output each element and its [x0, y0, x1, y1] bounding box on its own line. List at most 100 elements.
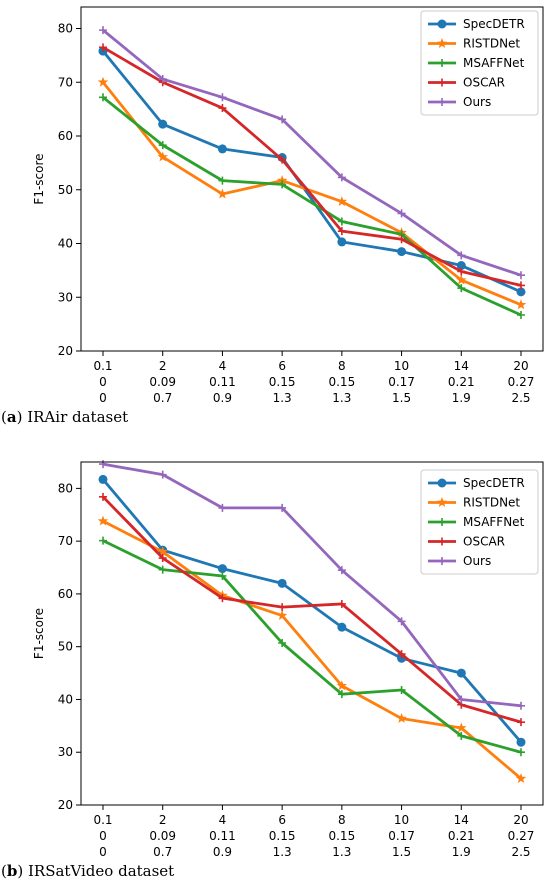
legend-label: MSAFFNet: [463, 515, 525, 529]
y-axis-label: F1-score: [32, 608, 46, 659]
x-tick-label: 0.1: [93, 813, 112, 827]
x-tick-label: 0.21: [448, 375, 475, 389]
data-point-specdetr: [456, 668, 466, 678]
data-point-specdetr: [456, 261, 466, 271]
data-point-ours: [158, 75, 167, 84]
legend-label: OSCAR: [463, 535, 505, 549]
data-point-ristdnet: [97, 515, 109, 526]
data-point-specdetr: [337, 237, 347, 247]
data-point-specdetr: [337, 622, 347, 632]
y-tick-label: 20: [58, 344, 73, 358]
legend-marker: [438, 78, 446, 87]
x-tick-label: 6: [278, 359, 286, 373]
legend-marker: [437, 19, 447, 29]
data-point-msaffnet: [457, 731, 466, 740]
x-tick-label: 0.21: [448, 829, 475, 843]
y-tick-label: 80: [58, 22, 73, 36]
data-point-ours: [457, 251, 466, 260]
x-tick-label: 2: [159, 359, 167, 373]
legend-label: RISTDNet: [463, 496, 520, 510]
data-point-ours: [397, 209, 406, 218]
x-tick-label: 8: [338, 359, 346, 373]
legend-label: OSCAR: [463, 76, 505, 90]
data-point-ours: [218, 93, 227, 102]
x-tick-label: 0.27: [508, 829, 535, 843]
series-line-msaffnet: [102, 96, 522, 317]
data-point-oscar: [517, 718, 525, 727]
data-point-ristdnet: [217, 188, 228, 199]
legend-marker: [438, 537, 446, 546]
x-tick-label: 0.11: [209, 375, 236, 389]
data-point-msaffnet: [278, 180, 287, 189]
x-tick-label: 1.3: [332, 845, 351, 859]
data-point-ours: [337, 566, 346, 575]
data-point-msaffnet: [517, 748, 525, 757]
data-point-ristdnet: [276, 175, 288, 186]
x-tick-label: 0.15: [328, 375, 355, 389]
x-tick-label: 20: [513, 359, 528, 373]
data-point-specdetr: [217, 564, 227, 574]
x-tick-label: 0.17: [388, 829, 415, 843]
data-point-msaffnet: [218, 571, 227, 580]
y-tick-label: 40: [58, 237, 73, 251]
x-tick-label: 0.11: [209, 829, 236, 843]
legend-label: SpecDETR: [463, 476, 525, 490]
chart-panel-a: 20 30 40 50 60 70 80 F1-score 0.1 0 0 2 0.09 0.7 4 0.11…: [1, 6, 544, 426]
x-tick-label: 0.7: [153, 391, 172, 405]
x-tick-label: 6: [278, 813, 286, 827]
legend-marker: [436, 38, 448, 48]
legend-label: SpecDETR: [463, 17, 525, 31]
data-point-specdetr: [397, 247, 407, 257]
data-point-ristdnet: [396, 712, 407, 723]
legend: SpecDETR RISTDNet MSAFFNet OSCAR Ours: [420, 10, 539, 116]
data-point-oscar: [99, 492, 107, 501]
x-tick-label: 0: [99, 845, 107, 859]
x-tick-label: 2: [159, 813, 167, 827]
data-point-msaffnet: [158, 141, 167, 150]
data-point-ristdnet: [336, 680, 348, 691]
x-tick-label: 10: [394, 813, 409, 827]
x-tick-label: 10: [394, 359, 409, 373]
data-point-ours: [99, 26, 107, 35]
x-tick-label: 0: [99, 391, 107, 405]
data-point-ours: [517, 271, 525, 280]
y-tick-label: 30: [58, 745, 73, 759]
data-point-msaffnet: [457, 284, 466, 293]
legend: SpecDETR RISTDNet MSAFFNet OSCAR Ours: [420, 469, 539, 575]
data-point-msaffnet: [278, 638, 287, 647]
x-tick-label: 1.5: [392, 391, 411, 405]
series-line-ours: [102, 462, 522, 708]
data-point-msaffnet: [337, 690, 346, 699]
x-tick-label: 0.1: [93, 359, 112, 373]
data-point-specdetr: [516, 737, 526, 747]
data-point-ristdnet: [515, 299, 527, 310]
data-point-msaffnet: [397, 685, 406, 694]
x-tick-label: 1.9: [452, 845, 471, 859]
series-line-oscar: [102, 46, 522, 287]
y-tick-label: 50: [58, 183, 73, 197]
figure-caption: (a) IRAir dataset: [1, 408, 128, 426]
series-line-ristdnet: [102, 519, 522, 780]
data-point-oscar: [158, 554, 167, 563]
data-point-msaffnet: [218, 176, 227, 185]
x-tick-label: 1.3: [273, 391, 292, 405]
y-tick-label: 60: [58, 129, 73, 143]
x-tick-label: 4: [219, 359, 227, 373]
x-tick-label: 2.5: [511, 391, 530, 405]
chart-panel-b: 20 30 40 50 60 70 80 F1-score 0.1 0 0 2 0.09 0.7 4 0.11…: [1, 460, 544, 880]
data-point-ours: [457, 695, 466, 704]
x-tick-label: 1.5: [392, 845, 411, 859]
data-point-oscar: [218, 104, 227, 113]
x-tick-label: 4: [219, 813, 227, 827]
x-tick-label: 14: [454, 813, 469, 827]
data-point-ours: [397, 617, 406, 626]
data-point-oscar: [397, 235, 406, 244]
y-tick-label: 80: [58, 481, 73, 495]
data-point-oscar: [337, 227, 346, 236]
data-point-ristdnet: [336, 196, 348, 207]
data-point-ours: [158, 470, 167, 479]
data-point-ours: [278, 503, 287, 512]
data-point-oscar: [99, 43, 107, 52]
legend-marker: [438, 557, 446, 565]
data-point-ristdnet: [456, 274, 467, 285]
